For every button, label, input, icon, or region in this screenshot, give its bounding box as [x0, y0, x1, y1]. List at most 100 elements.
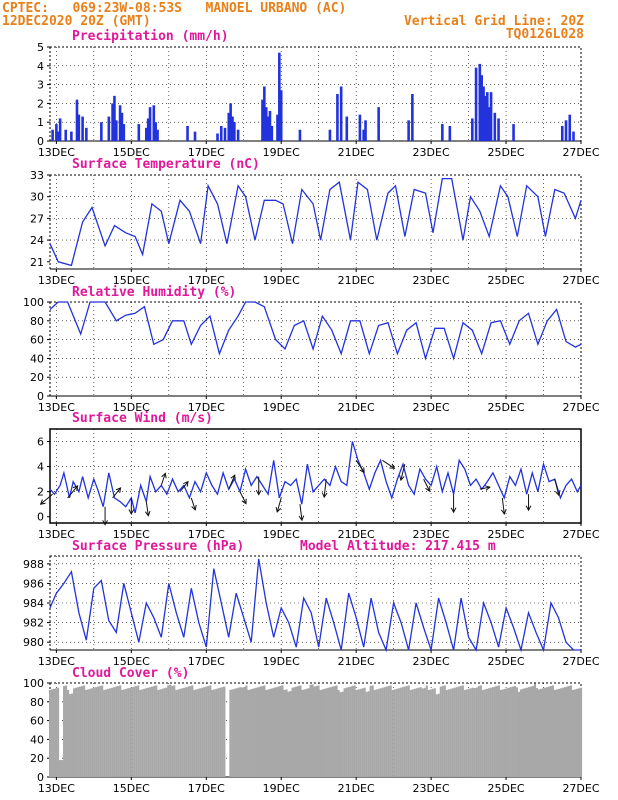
precip-bar — [223, 127, 227, 141]
cloud-bar — [371, 685, 374, 777]
precip-bar — [70, 131, 73, 141]
cloud-bar — [321, 689, 324, 777]
precip-bar — [154, 122, 157, 141]
precip-bar — [229, 103, 232, 141]
cloud-bar — [461, 685, 464, 777]
cloud-bar — [479, 685, 482, 777]
cloud-bar — [457, 686, 460, 777]
wind-arrow — [40, 493, 53, 505]
header-line1: CPTEC: 069:23W-08:53S MANOEL URBANO (AC) — [2, 1, 347, 16]
cloud-bar — [205, 686, 208, 777]
cloud-bar — [451, 688, 454, 777]
cloud-bar — [357, 689, 360, 777]
cloud-bar — [537, 689, 541, 777]
cloud-bar — [115, 686, 118, 777]
cloud-bar — [193, 689, 196, 777]
cloud-bar — [429, 689, 432, 777]
cloud-bar — [309, 684, 312, 777]
x-tick-label: 23DEC — [413, 782, 450, 795]
series-line — [49, 558, 581, 653]
header-date: 12DEC2020 20Z (GMT) — [2, 14, 151, 29]
precip-bar — [75, 99, 79, 141]
wind-arrow — [501, 497, 505, 514]
y-tick-label: 27 — [30, 212, 44, 225]
precip-bar — [113, 95, 116, 141]
x-tick-label: 21DEC — [338, 782, 375, 795]
cloud-bar — [391, 689, 394, 777]
precipitation-title: Precipitation (mm/h) — [72, 29, 229, 44]
precip-bar — [107, 116, 111, 141]
cloud-bar — [55, 688, 58, 777]
cloud-bar — [533, 683, 537, 777]
cloud-bar — [129, 687, 132, 777]
precip-bar — [487, 107, 491, 141]
y-tick-label: 2 — [37, 486, 44, 499]
y-tick-label: 0 — [37, 390, 44, 403]
cloud-bar — [159, 689, 162, 777]
precip-bar — [486, 92, 489, 141]
cloud-bar — [425, 685, 428, 777]
cloud-bar — [349, 686, 352, 777]
x-tick-label: 13DEC — [38, 274, 75, 287]
cloud-bar — [307, 688, 310, 777]
cloud-bar — [301, 689, 304, 777]
precip-bar — [377, 107, 380, 141]
x-tick-label: 25DEC — [487, 655, 524, 668]
x-tick-label: 21DEC — [338, 528, 375, 541]
y-tick-label: 0 — [37, 135, 44, 148]
cloud-bar — [383, 687, 386, 777]
precip-bar — [362, 129, 365, 141]
precip-bar — [480, 75, 483, 141]
x-tick-label: 13DEC — [38, 146, 75, 159]
cloud-bar — [577, 688, 581, 777]
x-tick-label: 25DEC — [487, 782, 524, 795]
wind-arrow — [228, 474, 236, 490]
cloud-bar — [315, 686, 318, 777]
wind-arrow-head — [72, 485, 79, 491]
cloud-bar — [339, 692, 342, 777]
wind-arrow-head — [255, 489, 262, 496]
cloud-bar — [175, 689, 178, 777]
cloud-bar — [251, 688, 254, 777]
y-tick-label: 60 — [30, 715, 44, 728]
wind-arrow — [190, 497, 196, 511]
wind-arrow-head — [450, 507, 457, 514]
cloud-bar — [471, 687, 474, 777]
cloud-bar — [487, 688, 490, 777]
precip-bar — [336, 94, 339, 141]
cloud-cover-title: Cloud Cover (%) — [72, 666, 190, 681]
wind-arrow — [276, 497, 282, 513]
wind-arrow-head — [425, 486, 431, 493]
cloud-bar — [99, 686, 102, 777]
model-altitude-label: Model Altitude: 217.415 m — [300, 539, 496, 554]
precip-bar — [358, 114, 362, 141]
x-tick-label: 13DEC — [38, 528, 75, 541]
cloud-bar — [289, 691, 292, 777]
precip-bar — [77, 114, 81, 141]
precip-bar — [512, 124, 515, 141]
cloud-bar — [269, 688, 272, 777]
y-tick-label: 980 — [23, 636, 44, 649]
precip-bar — [497, 118, 500, 141]
cloud-bar — [447, 689, 450, 777]
cloud-bar — [279, 686, 282, 777]
cloud-bar — [543, 687, 547, 777]
wind-arrow-head — [230, 474, 236, 481]
cloud-bar — [401, 687, 404, 777]
cloud-bar — [133, 686, 136, 777]
wind-arrow-head — [128, 509, 135, 515]
x-tick-label: 13DEC — [38, 782, 75, 795]
cloud-bar — [69, 694, 72, 777]
y-tick-label: 986 — [23, 577, 44, 590]
precip-bar — [100, 122, 103, 141]
cloud-bar — [411, 689, 414, 777]
wind-arrow — [299, 504, 303, 521]
cloud-bar — [247, 689, 250, 777]
y-tick-label: 988 — [23, 558, 44, 571]
precip-bar — [219, 125, 223, 141]
precip-bar — [407, 120, 410, 141]
cloud-bar — [173, 685, 176, 777]
precip-bar — [115, 120, 118, 141]
cloud-bar — [223, 686, 226, 777]
cloud-bar — [161, 688, 164, 777]
